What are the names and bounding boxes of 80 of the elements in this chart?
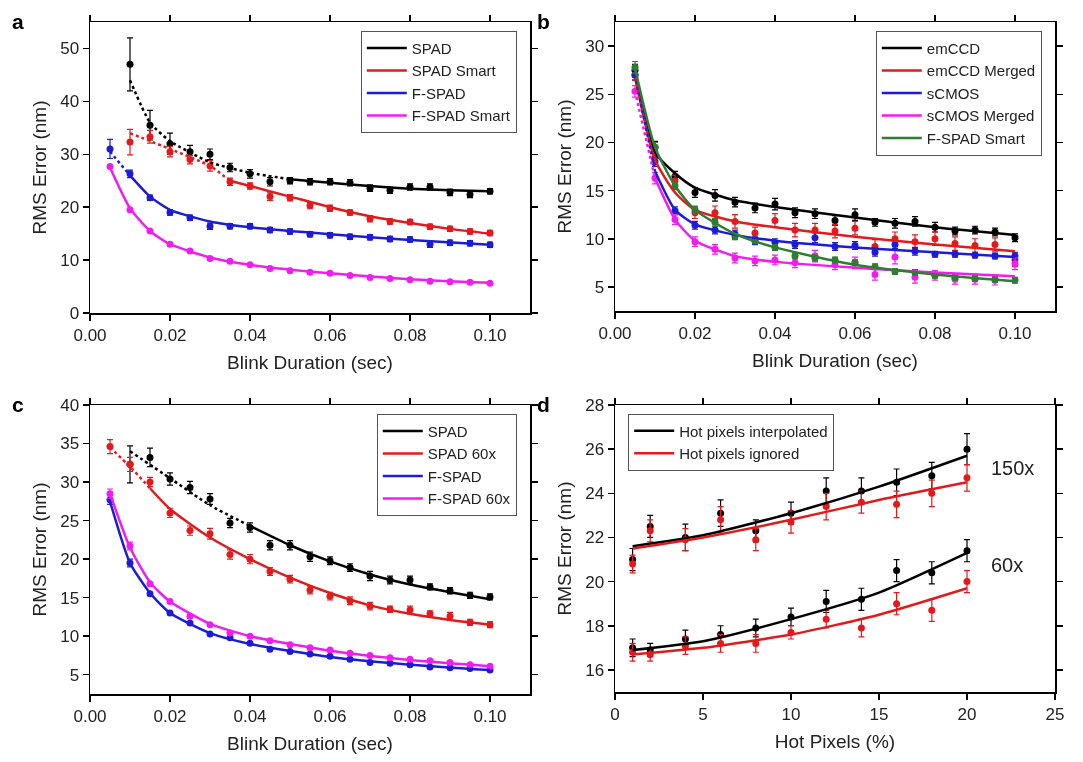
y-tick-label: 20 [585,133,605,153]
y-axis-title: RMS Error (nm) [29,482,51,617]
legend-label: SPAD 60x [427,445,497,463]
chart-title: c [12,393,24,416]
y-tick-label: 5 [69,665,80,685]
annotation: 60x [991,554,1024,576]
legend-label: F-SPAD Smart [411,107,511,125]
y-axis-title: RMS Error (nm) [554,99,576,234]
y-tick-label: 28 [585,395,605,415]
legend-label: SPAD [427,422,468,440]
y-tick-label: 25 [60,511,80,531]
x-tick-label: 0.10 [473,325,507,345]
legend-label: F-SPAD [411,84,466,102]
y-axis-title: RMS Error (nm) [554,481,576,616]
x-axis-title: Blink Duration (sec) [227,352,393,374]
y-tick-label: 20 [60,550,80,570]
legend-label: sCMOS [926,84,980,102]
x-tick-label: 0.08 [393,706,427,726]
y-tick-label: 30 [60,473,80,493]
x-tick-label: 0.02 [153,706,187,726]
legend-label: Hot pixels ignored [679,445,800,463]
x-tick-label: 25 [1045,704,1065,724]
y-tick-label: 10 [60,627,80,647]
y-tick-label: 50 [60,39,80,59]
y-tick-label: 15 [585,181,605,201]
y-tick-label: 0 [69,303,80,323]
x-tick-label: 0.06 [313,706,347,726]
y-tick-label: 40 [60,92,80,112]
legend-label: emCCD Merged [926,62,1036,80]
x-tick-label: 0.00 [73,706,107,726]
x-tick-label: 0.06 [838,323,872,343]
legend-label: F-SPAD Smart [926,129,1026,147]
y-tick-label: 35 [60,434,80,454]
legend-label: SPAD Smart [411,62,497,80]
legend-label: SPAD [411,39,452,57]
x-tick-label: 0.08 [918,323,952,343]
chart-title: b [537,10,550,33]
x-tick-label: 0.10 [473,706,507,726]
legend-label: emCCD [926,39,981,57]
x-tick-label: 0.04 [233,706,267,726]
x-tick-label: 0.00 [598,323,632,343]
x-tick-label: 0.10 [998,323,1032,343]
legend-label: sCMOS Merged [926,107,1035,125]
x-tick-label: 15 [869,704,889,724]
x-tick-label: 0.04 [233,325,267,345]
y-tick-label: 40 [60,395,80,415]
x-tick-label: 20 [957,704,977,724]
y-tick-label: 15 [60,588,80,608]
y-tick-label: 30 [585,37,605,57]
y-tick-label: 5 [594,277,605,297]
x-tick-label: 10 [781,704,801,724]
chart-title: d [537,393,550,416]
x-axis-title: Blink Duration (sec) [227,733,393,755]
x-tick-label: 0.02 [678,323,712,343]
y-tick-label: 26 [585,440,605,460]
y-tick-label: 30 [60,145,80,165]
x-tick-label: 5 [698,704,708,724]
y-axis-title: RMS Error (nm) [29,100,51,235]
legend-label: F-SPAD 60x [427,490,511,508]
legend-label: F-SPAD [427,467,482,485]
x-tick-label: 0.04 [758,323,792,343]
y-tick-label: 10 [585,229,605,249]
legend-label: Hot pixels interpolated [679,422,828,440]
x-axis-title: Hot Pixels (%) [774,731,896,753]
y-tick-label: 16 [585,660,605,680]
annotation: 150x [991,457,1035,479]
y-tick-label: 24 [585,484,605,504]
y-tick-label: 10 [60,251,80,271]
x-tick-label: 0 [610,704,620,724]
x-tick-label: 0.02 [153,325,187,345]
y-tick-label: 20 [60,198,80,218]
x-tick-label: 0.08 [393,325,427,345]
y-tick-label: 18 [585,616,605,636]
y-tick-label: 25 [585,85,605,105]
x-tick-label: 0.00 [73,325,107,345]
x-tick-label: 0.06 [313,325,347,345]
y-tick-label: 20 [585,572,605,592]
x-axis-title: Blink Duration (sec) [752,350,918,372]
chart-title: a [12,10,24,33]
y-tick-label: 22 [585,528,605,548]
